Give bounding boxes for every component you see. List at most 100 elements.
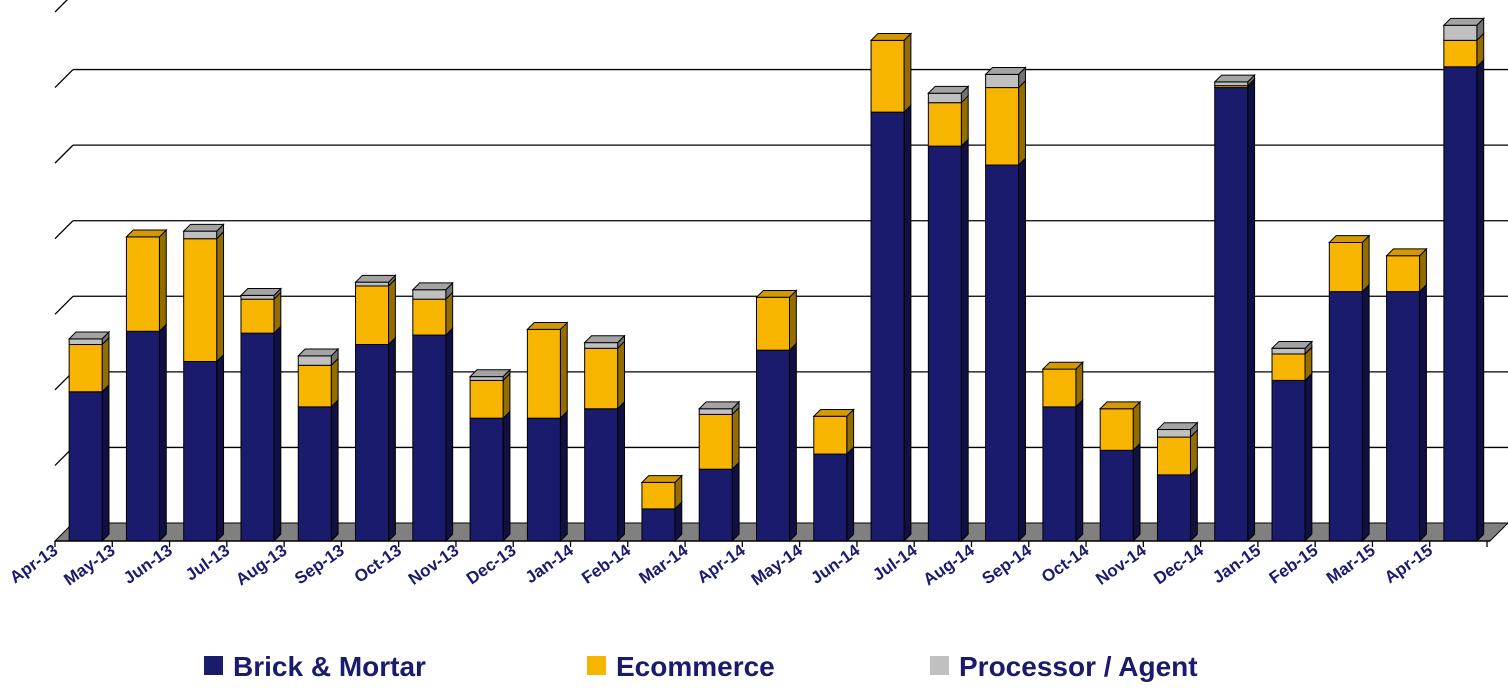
bar-segment-processor-agent — [984, 66, 1027, 89]
bar-segment-brick-mortar — [1099, 442, 1141, 543]
bar-side-face — [502, 410, 511, 543]
bar-top-face — [468, 369, 512, 378]
bar-segment-processor-agent — [1213, 73, 1256, 87]
bar-front-face — [698, 408, 733, 415]
bar-top-face — [239, 288, 283, 296]
bar-segment-processor-agent — [182, 223, 225, 240]
bar-segment-processor-agent — [67, 330, 111, 346]
bar-segment-ecommerce — [869, 32, 913, 114]
bar-front-face — [927, 102, 962, 147]
bar-top-face — [182, 223, 225, 232]
bar-side-face — [388, 277, 396, 346]
bar-segment-processor-agent — [927, 85, 970, 104]
gridline-wall — [54, 69, 74, 89]
bar-front-face — [183, 361, 218, 542]
legend-item-ecommerce: Ecommerce — [587, 651, 775, 682]
bar-segment-processor-agent — [411, 281, 454, 301]
legend-label-brick-mortar: Brick & Mortar — [233, 651, 426, 682]
bar-side-face — [789, 342, 797, 543]
x-tick-label: Nov-14 — [1092, 540, 1150, 588]
bar-front-face — [1099, 449, 1134, 542]
bar-segment-processor-agent — [1156, 421, 1199, 439]
bar-front-face — [412, 298, 447, 336]
bar-side-face — [846, 408, 855, 456]
legend-label-processor-agent: Processor / Agent — [959, 651, 1198, 682]
bar-front-face — [756, 296, 790, 351]
bar-segment-ecommerce — [640, 474, 683, 511]
bar-side-face — [1419, 283, 1427, 543]
x-axis: Apr-13 May-13 Jun-13 Jul-13 Aug-13 Sep-13 Oct-… — [6, 540, 1490, 589]
bar-front-face — [183, 238, 218, 363]
legend: Brick & Mortar Ecommerce Processor / Age… — [204, 651, 1198, 682]
bar-side-face — [216, 353, 225, 543]
bar-side-face — [158, 323, 167, 543]
bar-side-face — [1189, 429, 1198, 477]
bar-segment-ecommerce — [68, 336, 110, 393]
bar-front-face — [927, 145, 962, 542]
legend-label-ecommerce: Ecommerce — [616, 651, 775, 682]
bar-segment-processor-agent — [1442, 17, 1485, 42]
bar-front-face — [1328, 291, 1363, 542]
bar-side-face — [1075, 361, 1084, 409]
bar-segment-processor-agent — [698, 400, 741, 416]
bar-top-face — [125, 229, 168, 238]
bar-front-face — [297, 406, 332, 542]
bar-segment-brick-mortar — [584, 400, 625, 543]
bar-segment-ecommerce — [1328, 234, 1371, 293]
x-tick-label: Mar-15 — [1323, 541, 1379, 588]
bar-segment-ecommerce — [698, 406, 740, 471]
bar-front-face — [870, 39, 905, 113]
bar-side-face — [388, 336, 396, 543]
bar-front-face — [1443, 66, 1478, 542]
bar-top-face — [869, 32, 913, 41]
bar-front-face — [412, 334, 447, 542]
bar-side-face — [1018, 79, 1026, 167]
bar-segment-processor-agent — [468, 368, 512, 382]
bar-front-face — [870, 111, 905, 542]
bar-segment-brick-mortar — [125, 323, 167, 543]
bar-segment-brick-mortar — [1271, 372, 1313, 543]
bar-side-face — [1132, 400, 1141, 452]
bar-top-face — [411, 282, 454, 291]
bar-front-face — [526, 328, 561, 419]
bar-segment-ecommerce — [927, 94, 969, 148]
x-tick-label: Feb-14 — [578, 540, 634, 587]
bar-top-face — [1156, 422, 1199, 431]
bar-segment-brick-mortar — [355, 336, 396, 543]
bar-front-face — [355, 344, 390, 542]
bar-top-face — [526, 322, 569, 330]
bar-side-face — [101, 336, 110, 393]
x-tick-label: Jul-13 — [182, 541, 233, 585]
bar-top-face — [1098, 401, 1142, 410]
gridline-wall — [54, 144, 74, 164]
bar-front-face — [584, 347, 619, 410]
bar-front-face — [1099, 408, 1134, 451]
x-tick-label: Apr-13 — [6, 541, 61, 587]
bar-front-face — [584, 408, 619, 542]
bar-front-face — [526, 417, 561, 542]
bar-front-face — [1156, 474, 1191, 542]
x-tick-label: Oct-13 — [351, 541, 405, 587]
x-tick-label: Dec-13 — [463, 541, 520, 589]
bar-front-face — [985, 87, 1020, 166]
x-tick-label: May-13 — [60, 541, 118, 590]
bar-top-face — [927, 85, 970, 94]
bar-segment-processor-agent — [1270, 340, 1314, 356]
bar-front-face — [355, 285, 390, 346]
bar-front-face — [641, 508, 676, 542]
bar-segment-brick-mortar — [813, 446, 855, 543]
bar-segment-ecommerce — [584, 340, 625, 410]
bar-segment-ecommerce — [812, 408, 855, 456]
bar-segment-brick-mortar — [870, 104, 912, 543]
bar-top-face — [812, 408, 855, 417]
bar-front-face — [68, 391, 103, 542]
bar-side-face — [731, 406, 740, 471]
bar-segment-ecommerce — [125, 228, 168, 333]
bar-segment-brick-mortar — [183, 353, 225, 543]
x-tick-label: Jul-14 — [869, 540, 921, 584]
bar-segment-brick-mortar — [1328, 283, 1370, 543]
bar-side-face — [1361, 234, 1370, 293]
bar-front-face — [584, 342, 619, 349]
bar-segment-ecommerce — [1271, 345, 1313, 382]
